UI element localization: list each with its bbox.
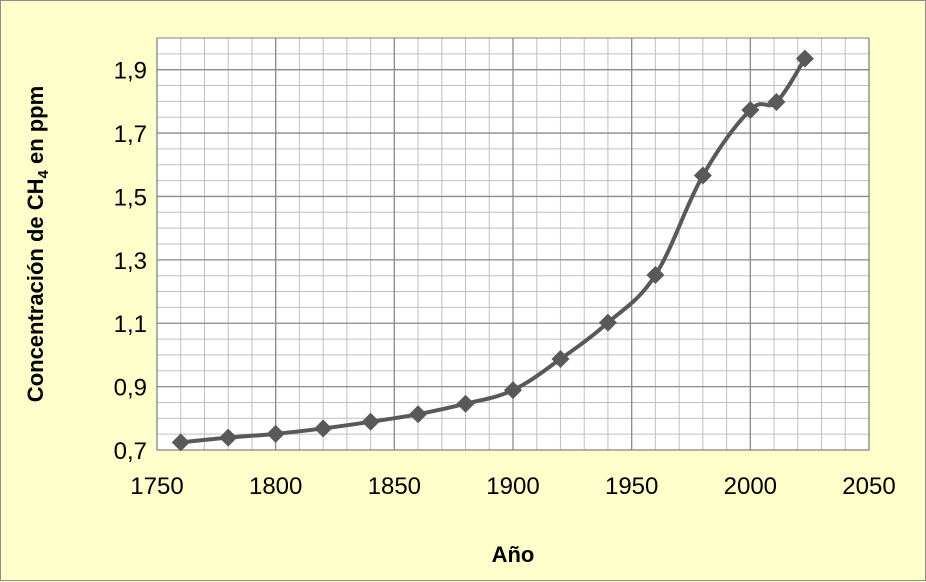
data-point-marker bbox=[795, 49, 814, 68]
y-tick-label: 0,9 bbox=[114, 375, 147, 402]
x-tick-label: 1900 bbox=[486, 473, 539, 500]
y-axis-tick-labels: 0,7 0,9 1,1 1,3 1,5 1,7 1,9 bbox=[114, 58, 147, 465]
data-point-marker bbox=[646, 266, 665, 285]
data-point-marker bbox=[361, 412, 380, 431]
x-tick-label: 1800 bbox=[249, 473, 302, 500]
x-axis-title: Año bbox=[492, 542, 535, 567]
y-tick-label: 1,1 bbox=[114, 311, 147, 338]
x-tick-label: 1750 bbox=[130, 473, 183, 500]
data-point-marker bbox=[409, 405, 428, 424]
data-point-marker bbox=[314, 419, 333, 438]
series-line bbox=[180, 57, 807, 445]
data-point-marker bbox=[504, 381, 522, 400]
y-axis-title-suffix: en ppm bbox=[23, 86, 48, 170]
x-tick-label: 2050 bbox=[842, 473, 895, 500]
data-point-marker bbox=[219, 428, 238, 447]
data-point-marker bbox=[767, 93, 786, 112]
plot-border bbox=[156, 37, 870, 451]
data-point-marker bbox=[266, 424, 285, 443]
x-tick-label: 1950 bbox=[605, 473, 658, 500]
data-point-marker bbox=[456, 394, 475, 413]
y-axis-title-subscript: 4 bbox=[35, 169, 52, 178]
x-tick-label: 2000 bbox=[724, 473, 777, 500]
y-tick-label: 0,7 bbox=[114, 438, 147, 465]
y-tick-label: 1,7 bbox=[114, 121, 147, 148]
data-point-marker bbox=[551, 350, 570, 369]
y-tick-label: 1,3 bbox=[114, 248, 147, 275]
x-axis-tick-labels: 1750 1800 1850 1900 1950 2000 2050 bbox=[130, 473, 895, 500]
y-tick-label: 1,5 bbox=[114, 184, 147, 211]
y-axis-title-prefix: Concentración de CH bbox=[23, 178, 48, 402]
x-tick-label: 1850 bbox=[368, 473, 421, 500]
data-point-marker bbox=[693, 166, 712, 185]
y-axis-title: Concentración de CH4 en ppm bbox=[23, 86, 52, 402]
series-markers bbox=[171, 49, 814, 452]
data-point-marker bbox=[598, 313, 617, 332]
data-point-marker bbox=[741, 100, 760, 119]
data-point-marker bbox=[171, 433, 190, 452]
y-tick-label: 1,9 bbox=[114, 58, 147, 85]
